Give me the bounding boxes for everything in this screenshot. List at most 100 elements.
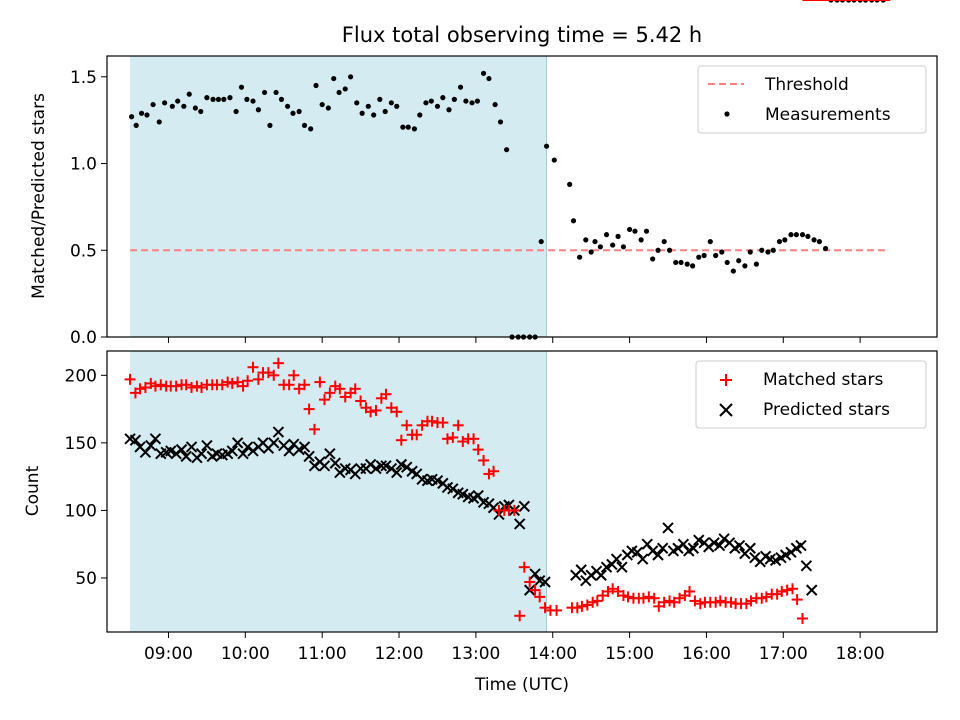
measurement-point xyxy=(198,108,204,115)
measurement-point xyxy=(551,157,557,163)
measurement-point xyxy=(446,107,452,113)
predicted-point xyxy=(370,462,382,475)
measurement-point xyxy=(567,181,573,187)
measurement-point xyxy=(156,119,162,125)
measurement-point xyxy=(382,108,388,115)
measurement-point xyxy=(610,242,616,248)
matched-point xyxy=(370,404,382,416)
legend-measurements-swatch xyxy=(724,111,730,117)
matched-point xyxy=(518,561,530,573)
matched-point xyxy=(714,595,726,607)
matched-point xyxy=(514,610,526,622)
measurement-point xyxy=(638,237,644,243)
measurement-point xyxy=(150,101,156,108)
panel-ratio: 0.0 0.5 1.0 1.5 Matched/Predicted stars Thr… xyxy=(29,0,938,348)
x-tick-label: 14:00 xyxy=(528,644,577,664)
measurement-point xyxy=(250,98,256,104)
measurement-point xyxy=(701,252,707,259)
matched-point xyxy=(349,383,361,395)
measurement-point xyxy=(730,268,736,274)
measurement-point xyxy=(753,261,759,267)
measurement-point xyxy=(308,126,314,132)
measurement-point xyxy=(267,122,273,128)
measurement-point xyxy=(394,103,400,109)
predicted-point xyxy=(806,584,818,596)
predicted-point xyxy=(693,534,705,546)
matched-point xyxy=(551,604,563,616)
measurement-point xyxy=(296,108,302,115)
measurement-point xyxy=(221,96,227,102)
measurement-point xyxy=(417,112,423,118)
measurement-point xyxy=(411,126,418,132)
measurement-point xyxy=(469,100,475,106)
matched-point xyxy=(272,357,284,369)
matched-point xyxy=(468,433,480,445)
matched-point xyxy=(648,592,660,604)
measurement-point xyxy=(342,86,348,92)
matched-point xyxy=(776,585,788,597)
measurement-point xyxy=(359,110,365,116)
predicted-point xyxy=(391,466,403,479)
predicted-point xyxy=(283,445,295,457)
panel-counts: 50 100 150 200 09:00 10:00 11:00 12:00 13:00 14:… xyxy=(23,0,938,695)
predicted-point xyxy=(769,554,782,567)
predicted-point xyxy=(268,437,280,449)
measurement-point xyxy=(770,247,776,253)
measurement-point xyxy=(175,98,181,104)
matched-point xyxy=(637,592,649,604)
legend-predicted-label: Predicted stars xyxy=(763,400,890,420)
measurement-point xyxy=(776,238,783,245)
predicted-point xyxy=(149,433,162,445)
measurement-point xyxy=(290,110,296,116)
x-tick-label: 18:00 xyxy=(836,644,885,664)
matched-point xyxy=(658,596,670,608)
predicted-point xyxy=(713,539,726,552)
measurement-point xyxy=(811,237,817,243)
measurement-point xyxy=(690,263,696,269)
predicted-point xyxy=(431,474,444,487)
y-tick-label: 1.0 xyxy=(70,155,97,175)
x-tick-label: 12:00 xyxy=(375,644,424,664)
matched-point xyxy=(149,380,161,392)
measurement-point xyxy=(325,105,331,111)
matched-point xyxy=(401,419,413,431)
matched-point xyxy=(124,373,136,385)
predicted-point xyxy=(231,437,244,449)
ratio-ylabel: Matched/Predicted stars xyxy=(29,93,49,299)
measurement-point xyxy=(782,237,788,243)
predicted-point xyxy=(272,426,285,438)
measurement-point xyxy=(162,100,168,106)
predicted-point xyxy=(518,500,531,513)
measurement-point xyxy=(543,143,550,149)
predicted-point xyxy=(539,576,551,588)
predicted-point xyxy=(636,553,649,565)
predicted-point xyxy=(226,445,238,457)
predicted-point xyxy=(293,443,305,456)
x-tick-label: 09:00 xyxy=(144,644,193,664)
measurement-point xyxy=(713,252,719,259)
measurement-point xyxy=(480,70,487,76)
measurement-point xyxy=(620,244,627,250)
measurement-point xyxy=(655,247,661,253)
predicted-point xyxy=(324,447,336,460)
predicted-point xyxy=(375,460,388,472)
matched-point xyxy=(283,379,295,391)
measurement-point xyxy=(215,96,222,102)
measurement-point xyxy=(348,74,354,80)
measurement-point xyxy=(707,238,713,245)
matched-point xyxy=(318,394,330,406)
measurement-point xyxy=(592,238,598,245)
matched-point xyxy=(411,429,423,441)
panel-counts-shade xyxy=(130,351,547,632)
measurement-point xyxy=(673,259,679,266)
predicted-point xyxy=(237,447,249,460)
predicted-point xyxy=(616,561,628,573)
measurement-point xyxy=(227,95,233,101)
legend-measurements-label: Measurements xyxy=(765,105,891,125)
measurement-point xyxy=(244,96,250,102)
measurement-point xyxy=(497,119,504,125)
measurement-point xyxy=(238,84,245,90)
measurement-point xyxy=(261,89,268,96)
measurement-point xyxy=(405,124,411,130)
matched-point xyxy=(355,395,367,407)
